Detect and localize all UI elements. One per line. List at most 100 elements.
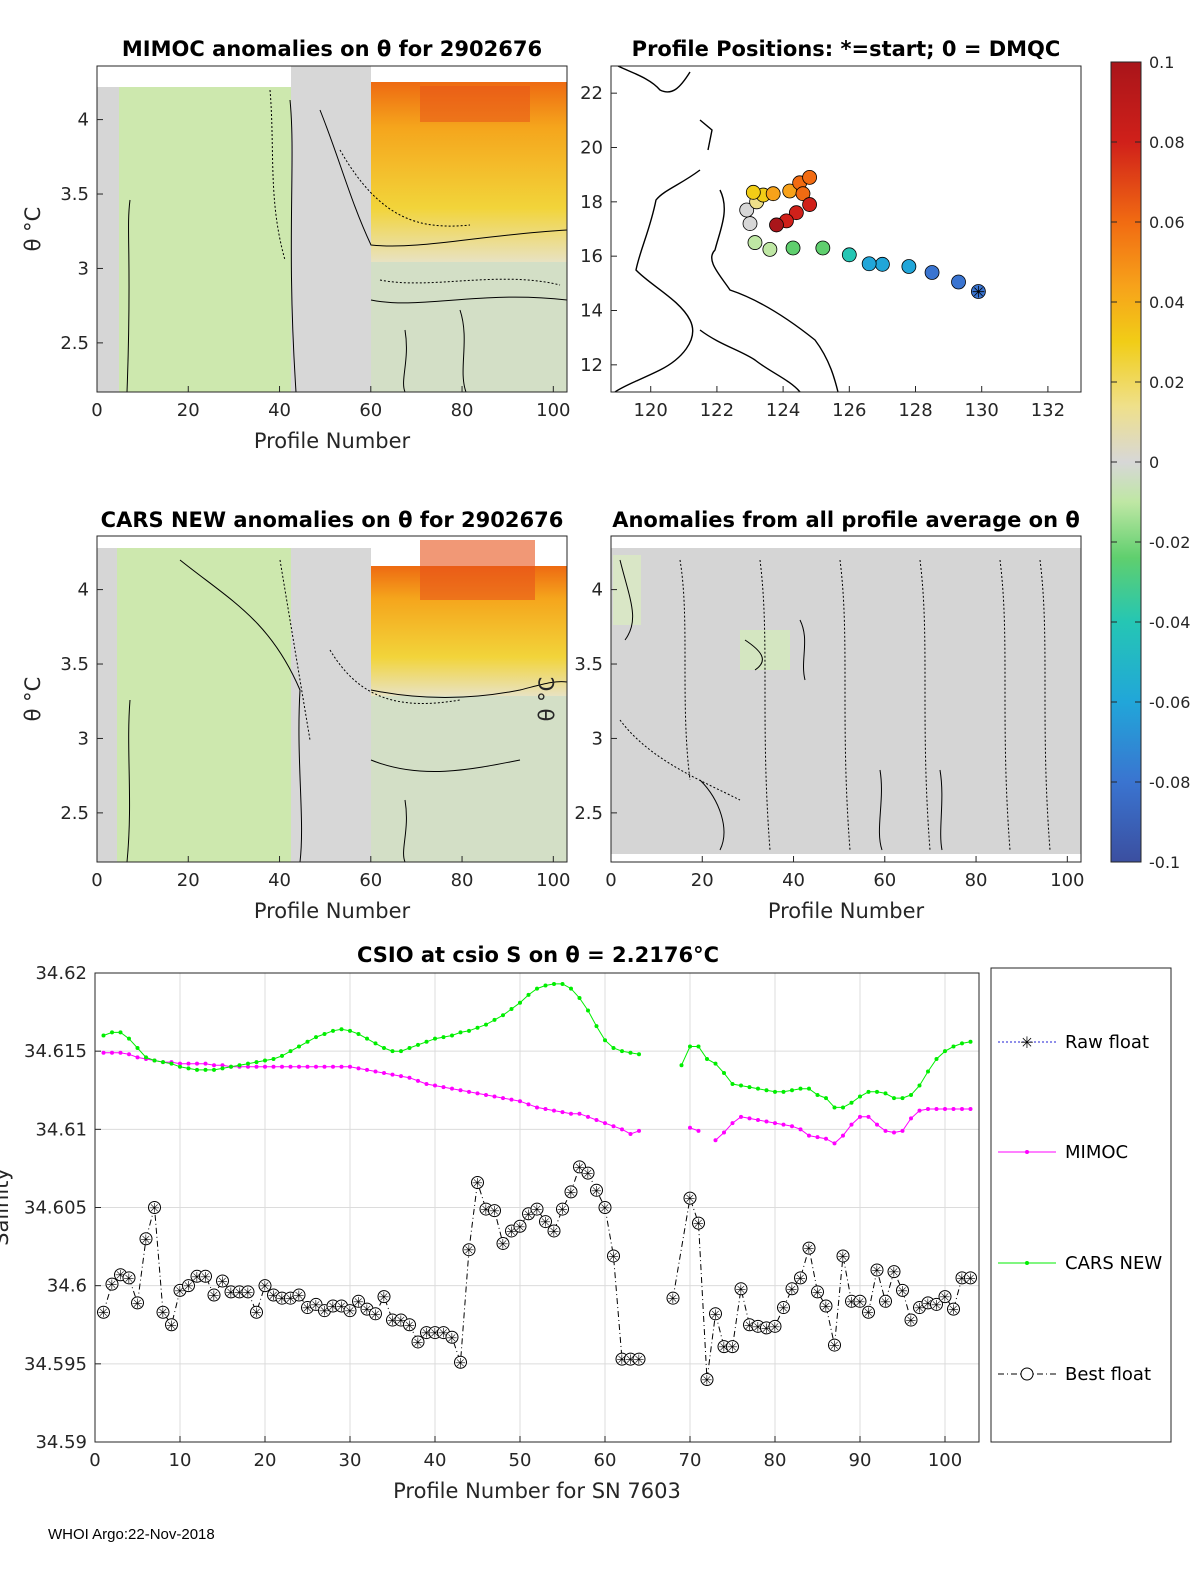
data-point: ✳ (564, 1185, 578, 1201)
svg-text:✳: ✳ (574, 1161, 585, 1176)
data-point (815, 1135, 820, 1140)
data-point (518, 1000, 522, 1005)
data-point: ✳ (139, 1232, 153, 1248)
svg-text:✳: ✳ (294, 1289, 305, 1304)
x-tick-label: 132 (1031, 400, 1065, 421)
cars-frame (96, 535, 568, 863)
data-point (271, 1064, 276, 1069)
data-point (220, 1063, 225, 1068)
data-point: ✳ (947, 1302, 960, 1318)
data-point (178, 1064, 182, 1069)
data-point (713, 1061, 718, 1066)
data-point (781, 1089, 786, 1094)
svg-text:✳: ✳ (430, 1327, 441, 1342)
svg-text:✳: ✳ (166, 1319, 177, 1334)
data-point (764, 1119, 769, 1124)
data-point: ✳ (581, 1166, 595, 1182)
colorbar-tick-label: 0.06 (1149, 213, 1185, 232)
data-point (696, 1044, 701, 1049)
data-point (373, 1069, 378, 1074)
data-point (314, 1035, 318, 1040)
y-tick-label: 4 (78, 580, 89, 601)
data-point (135, 1055, 140, 1060)
data-point: ✳ (513, 1219, 527, 1235)
data-point (280, 1064, 284, 1069)
svg-text:✳: ✳ (617, 1353, 628, 1368)
data-point (195, 1067, 199, 1072)
legend-box (990, 967, 1172, 1443)
data-point (611, 1124, 616, 1129)
data-point (798, 1086, 803, 1091)
x-tick-label: 20 (177, 870, 200, 891)
csio-axes: 0 10 20 30 40 50 60 70 80 90 100 34.59 34.595 34.6 34.… (24, 963, 962, 1471)
svg-text:✳: ✳ (523, 1208, 534, 1223)
positions-frame (610, 65, 1082, 393)
svg-text:✳: ✳ (744, 1319, 755, 1334)
data-point (730, 1121, 735, 1126)
data-point (696, 1128, 701, 1133)
data-point (577, 1111, 582, 1116)
x-tick-label: 20 (254, 1450, 277, 1471)
svg-text:✳: ✳ (566, 1186, 577, 1201)
data-point: ✳ (403, 1318, 416, 1334)
data-point: ✳ (692, 1216, 705, 1232)
data-point (926, 1069, 930, 1074)
data-point: ✳ (496, 1236, 510, 1252)
svg-text:✳: ✳ (889, 1266, 900, 1281)
data-point: ✳ (454, 1355, 467, 1371)
data-point (305, 1039, 310, 1044)
data-point: ✳ (258, 1279, 272, 1295)
y-tick-label: 14 (580, 301, 603, 322)
x-tick-label: 30 (339, 1450, 362, 1471)
data-point (407, 1046, 412, 1051)
mimoc-frame (96, 65, 568, 393)
data-point: ✳ (182, 1279, 195, 1295)
data-point (960, 1041, 964, 1046)
data-point (365, 1036, 369, 1041)
cars-xlabel: Profile Number (254, 899, 411, 923)
y-tick-label: 20 (580, 138, 603, 159)
svg-text:✳: ✳ (948, 1303, 959, 1318)
data-point (807, 1133, 811, 1138)
data-point (271, 1056, 276, 1061)
x-tick-label: 40 (424, 1450, 447, 1471)
data-point (331, 1064, 335, 1069)
track-point (762, 241, 778, 257)
svg-text:✳: ✳ (370, 1308, 381, 1323)
data-point (917, 1083, 922, 1088)
x-tick-label: 100 (536, 870, 570, 891)
svg-text:✳: ✳ (472, 1176, 483, 1191)
mimoc-cool-region (119, 87, 291, 392)
data-point (186, 1061, 191, 1066)
svg-text:✳: ✳ (200, 1270, 211, 1285)
svg-text:✳: ✳ (515, 1220, 526, 1235)
data-point (722, 1071, 726, 1076)
y-tick-label: 34.62 (35, 963, 87, 984)
cars-contours-dotted (279, 559, 461, 741)
data-point (373, 1041, 378, 1046)
svg-text:✳: ✳ (481, 1203, 492, 1218)
track-point (951, 274, 966, 290)
data-point (917, 1108, 922, 1113)
svg-text:✳: ✳ (277, 1292, 288, 1307)
svg-text:✳: ✳ (192, 1270, 203, 1285)
x-tick-label: 126 (832, 400, 866, 421)
coastline (614, 66, 839, 392)
data-point (603, 1038, 607, 1043)
data-point: ✳ (207, 1288, 221, 1304)
y-tick-label: 3.5 (60, 184, 89, 205)
svg-text:✳: ✳ (906, 1314, 917, 1329)
cars-title: CARS NEW anomalies on θ for 2902676 (101, 508, 564, 532)
track-point (875, 256, 890, 272)
svg-text:✳: ✳ (413, 1336, 424, 1351)
data-point (399, 1049, 403, 1054)
data-point (586, 1114, 590, 1119)
svg-text:✳: ✳ (668, 1292, 679, 1307)
allavg-neutral-region (611, 548, 1081, 854)
x-tick-label: 20 (177, 400, 200, 421)
data-point: ✳ (930, 1297, 943, 1313)
data-point (968, 1039, 973, 1044)
data-point: ✳ (199, 1269, 212, 1285)
x-tick-label: 60 (594, 1450, 617, 1471)
legend-cars-new-label: CARS NEW (1065, 1253, 1162, 1274)
